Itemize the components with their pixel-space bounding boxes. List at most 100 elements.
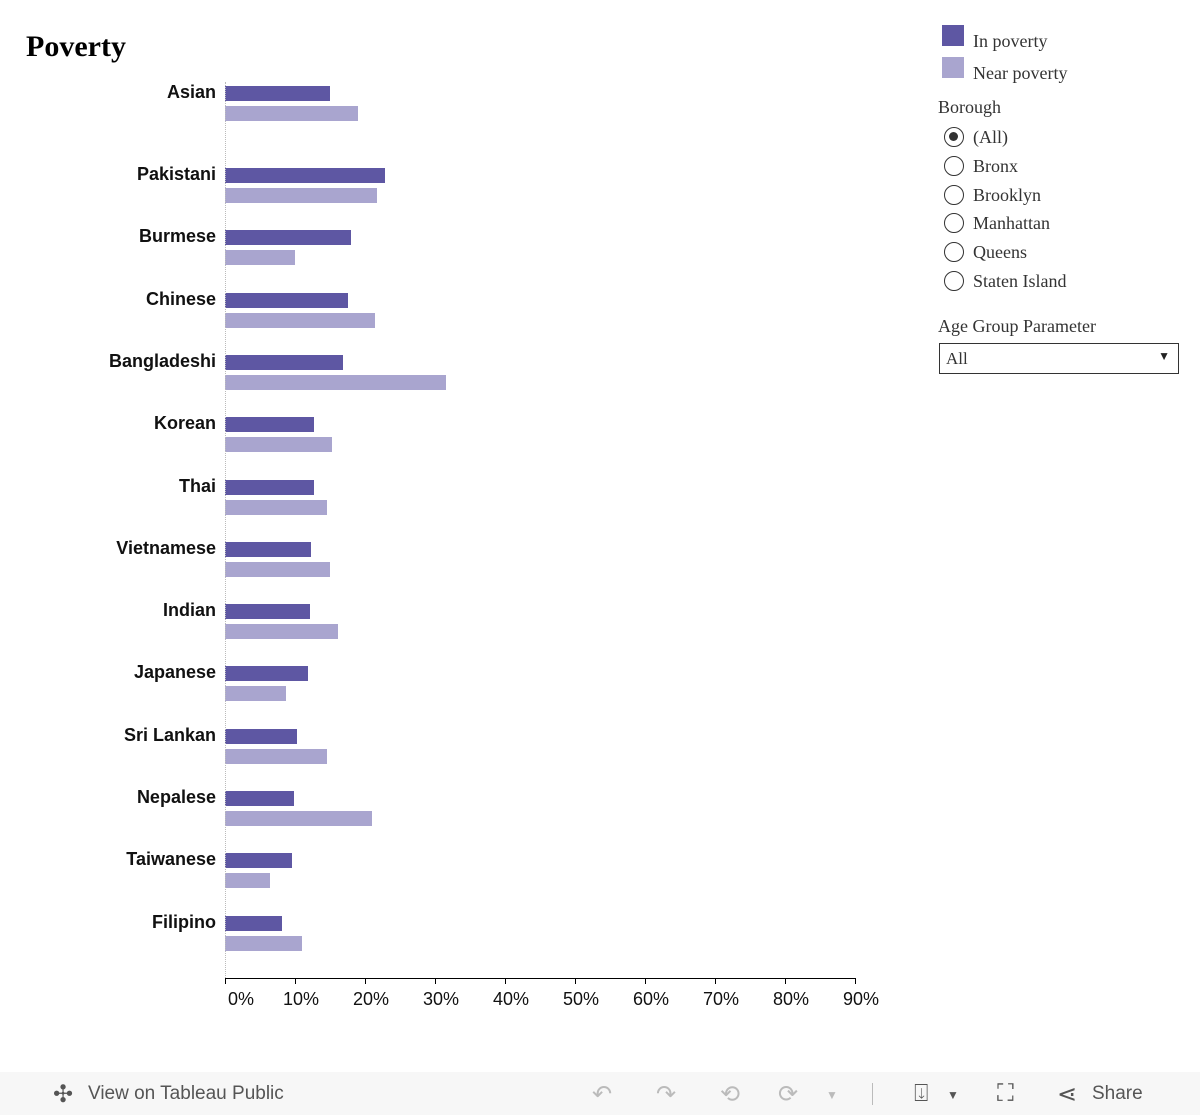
x-tick [435,978,436,984]
dropdown-value: All [946,349,968,368]
revert-icon[interactable]: ⟲ [720,1081,741,1108]
category-label: Vietnamese [116,537,216,558]
legend-swatch-in-poverty [942,25,964,46]
category-label: Korean [153,413,216,434]
bar-near-poverty [225,188,377,203]
category-label: Asian [166,82,216,102]
zero-line [225,82,226,978]
x-tick-label: 30% [423,989,460,1009]
bar-in-poverty [225,915,282,931]
radio-label: Manhattan [973,213,1050,234]
category-label: Taiwanese [126,849,216,870]
x-tick-label: 80% [773,989,810,1009]
radio-bronx[interactable] [944,155,964,176]
radio-label: Brooklyn [973,184,1042,205]
bar-near-poverty [225,499,328,515]
bar-in-poverty [225,604,310,620]
divider [872,1083,873,1105]
bar-in-poverty [225,417,314,433]
category-label: Burmese [138,226,216,247]
x-tick [505,978,506,984]
chevron-down-icon[interactable]: ▼ [947,1088,959,1102]
radio-brooklyn[interactable] [944,184,964,205]
bar-in-poverty [225,479,314,495]
age-group-dropdown[interactable]: All ▼ [939,343,1179,374]
bar-near-poverty [225,106,358,121]
share-icon[interactable]: ⋖ [1057,1081,1078,1108]
chart-title: Poverty [26,30,126,63]
bar-in-poverty [225,541,312,557]
x-tick [295,978,296,984]
age-parameter-label: Age Group Parameter [938,316,1096,336]
bar-in-poverty [225,230,351,246]
radio-queens[interactable] [944,242,964,263]
x-tick [785,978,786,984]
radio-label: Staten Island [973,271,1067,291]
category-label: Pakistani [136,164,216,184]
category-label: Indian [163,600,216,621]
bar-near-poverty [225,624,338,640]
bar-near-poverty [225,686,286,702]
refresh-icon[interactable]: ⟳ [778,1081,799,1108]
x-tick [645,978,646,984]
x-tick [365,978,366,984]
radio-all[interactable] [944,127,964,147]
bar-in-poverty [225,168,386,183]
legend-swatch-near-poverty [942,57,964,78]
category-label: Bangladeshi [108,350,216,371]
x-tick-label: 60% [633,989,670,1009]
bar-near-poverty [225,811,372,826]
bar-near-poverty [225,250,295,266]
category-label: Chinese [145,288,216,309]
bar-in-poverty [225,666,309,682]
legend-label: Near poverty [973,63,1068,83]
download-icon[interactable]: ⍗ [914,1080,929,1107]
bar-near-poverty [225,873,270,889]
bar-near-poverty [225,935,302,951]
x-tick-label: 70% [703,989,740,1009]
fullscreen-icon[interactable]: ⛶ [997,1080,1014,1107]
bar-near-poverty [225,748,328,764]
undo-icon[interactable]: ↶ [592,1081,613,1108]
x-tick-label: 40% [493,989,530,1009]
bar-in-poverty [225,86,330,101]
bar-near-poverty [225,437,333,453]
x-tick-label: 20% [353,989,390,1009]
x-tick-label: 0% [228,989,255,1009]
radio-manhattan[interactable] [944,213,964,234]
view-on-tableau-link[interactable]: View on Tableau Public [88,1083,284,1104]
category-label: Filipino [152,911,216,932]
x-tick-label: 10% [283,989,320,1009]
bar-in-poverty [225,354,344,370]
radio-label: Queens [973,242,1027,263]
bar-in-poverty [225,853,293,869]
radio-label: (All) [973,127,1008,147]
bar-in-poverty [225,292,349,308]
bar-near-poverty [225,374,447,390]
x-tick-label: 50% [563,989,600,1009]
x-tick [575,978,576,984]
radio-label: Bronx [973,155,1018,176]
chevron-down-icon: ▼ [1158,349,1170,363]
chevron-down-icon[interactable]: ▼ [826,1088,838,1102]
x-axis-line [225,978,856,979]
category-label: Nepalese [136,787,216,807]
category-label: Japanese [133,662,216,683]
radio-staten-island[interactable] [944,271,964,291]
bar-near-poverty [225,312,375,328]
x-tick-label: 90% [843,989,880,1009]
category-label: Sri Lankan [123,724,216,745]
x-tick [225,978,226,984]
share-button[interactable]: Share [1092,1083,1143,1104]
tableau-logo-icon: ✣ [53,1081,74,1108]
x-tick [855,978,856,984]
borough-filter-label: Borough [938,97,1001,117]
bar-in-poverty [225,791,295,806]
bar-in-poverty [225,728,298,744]
bar-near-poverty [225,561,330,577]
redo-icon[interactable]: ↷ [656,1081,677,1108]
x-tick [715,978,716,984]
legend-label: In poverty [973,31,1048,51]
category-label: Thai [178,475,216,496]
toolbar [0,1072,1200,1115]
